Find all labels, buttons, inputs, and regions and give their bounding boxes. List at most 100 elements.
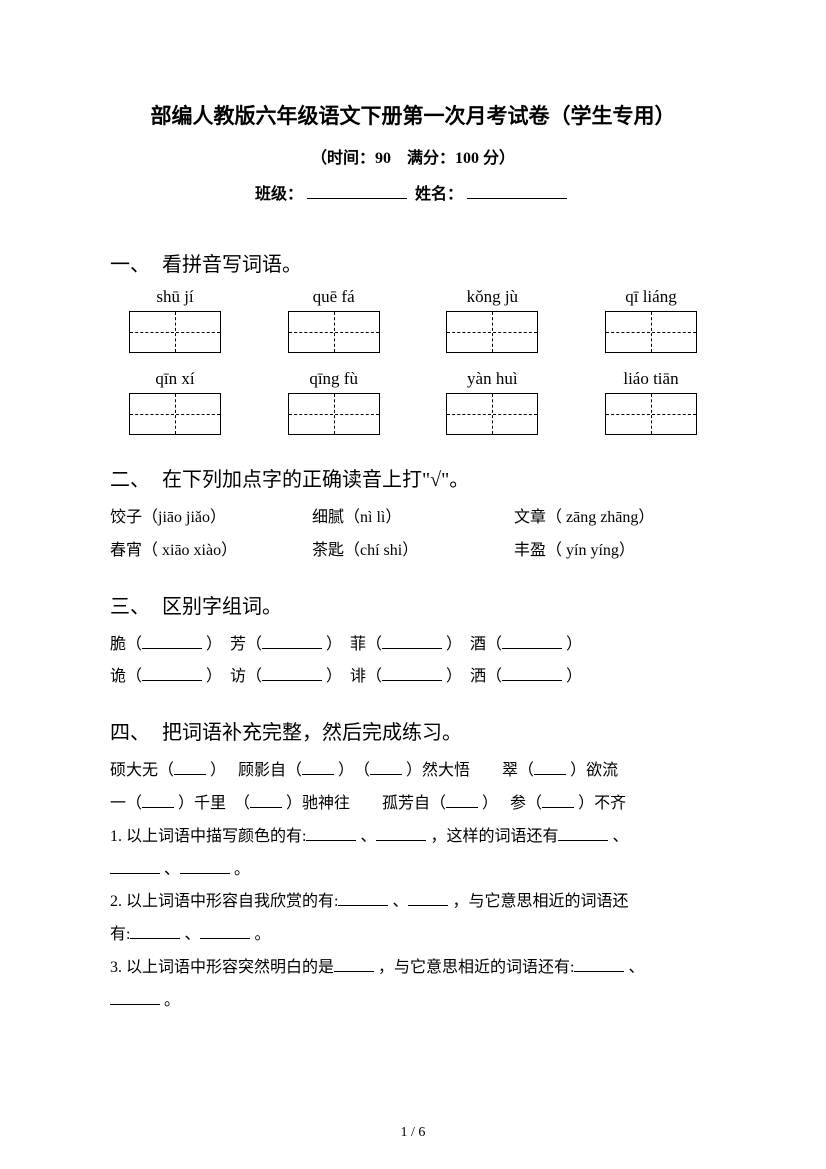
pinyin-label: yàn huì xyxy=(427,369,557,389)
q3-row: 脆（ ） 芳（ ） 菲（ ） 酒（ ） xyxy=(110,629,716,662)
answer-blank[interactable] xyxy=(110,858,160,873)
q4-text: 2. 以上词语中形容自我欣赏的有: xyxy=(110,893,338,910)
write-box[interactable] xyxy=(446,311,538,353)
write-box[interactable] xyxy=(446,393,538,435)
q3-text: ） 洒（ xyxy=(446,668,502,685)
q4-text: ）千里 （ xyxy=(178,795,250,812)
pinyin-label: liáo tiān xyxy=(586,369,716,389)
pinyin-item: kǒng jù xyxy=(427,287,557,353)
q2-row: 饺子（jiāo jiǎo） 细腻（nì lì） 文章（ zāng zhāng） xyxy=(110,502,716,535)
q4-text: 、 xyxy=(184,926,200,943)
answer-blank[interactable] xyxy=(174,760,206,775)
q4-words-row: 一（ ）千里 （ ）驰神往 孤芳自（ ） 参（ ）不齐 xyxy=(110,788,716,821)
q3-row: 诡（ ） 访（ ） 诽（ ） 洒（ ） xyxy=(110,661,716,694)
answer-blank[interactable] xyxy=(142,633,202,648)
answer-blank[interactable] xyxy=(574,957,624,972)
class-label: 班级： xyxy=(255,186,303,203)
answer-blank[interactable] xyxy=(130,924,180,939)
answer-blank[interactable] xyxy=(382,633,442,648)
write-box[interactable] xyxy=(129,311,221,353)
answer-blank[interactable] xyxy=(250,793,282,808)
answer-blank[interactable] xyxy=(408,891,448,906)
q4-text: 、 xyxy=(392,893,408,910)
pinyin-row-2: qīn xí qīng fù yàn huì liáo tiān xyxy=(110,369,716,435)
write-box[interactable] xyxy=(288,393,380,435)
q3-text: ） 访（ xyxy=(206,668,262,685)
answer-blank[interactable] xyxy=(180,858,230,873)
pinyin-row-1: shū jí quē fá kǒng jù qī liáng xyxy=(110,287,716,353)
q4-text: 硕大无（ xyxy=(110,762,174,779)
pinyin-item: qīn xí xyxy=(110,369,240,435)
pinyin-label: qīn xí xyxy=(110,369,240,389)
q4-line: 3. 以上词语中形容突然明白的是 ，与它意思相近的词语还有: 、 xyxy=(110,952,716,985)
q4-text: ）欲流 xyxy=(570,762,618,779)
page-title: 部编人教版六年级语文下册第一次月考试卷（学生专用） xyxy=(110,100,716,130)
page-footer: 1 / 6 xyxy=(0,1125,826,1141)
section-3-title: 区别字组词。 xyxy=(162,596,282,618)
q3-text: ） 芳（ xyxy=(206,636,262,653)
q4-text: 。 xyxy=(254,926,270,943)
write-box[interactable] xyxy=(605,393,697,435)
answer-blank[interactable] xyxy=(306,825,356,840)
q2-row: 春宵（ xiāo xiào） 茶匙（chí shi） 丰盈（ yín yíng） xyxy=(110,535,716,568)
q2-item: 文章（ zāng zhāng） xyxy=(514,502,716,535)
answer-blank[interactable] xyxy=(370,760,402,775)
q3-text: ） 菲（ xyxy=(326,636,382,653)
q4-text: 、 xyxy=(612,828,628,845)
section-3-heading: 三、区别字组词。 xyxy=(110,590,716,619)
answer-blank[interactable] xyxy=(200,924,250,939)
q4-text: 3. 以上词语中形容突然明白的是 xyxy=(110,959,334,976)
q2-item: 丰盈（ yín yíng） xyxy=(514,535,716,568)
pinyin-item: yàn huì xyxy=(427,369,557,435)
q4-text: ） 顾影自（ xyxy=(210,762,302,779)
section-1-num: 一、 xyxy=(110,254,150,276)
q2-item: 饺子（jiāo jiǎo） xyxy=(110,502,312,535)
answer-blank[interactable] xyxy=(142,793,174,808)
answer-blank[interactable] xyxy=(262,633,322,648)
q2-item: 春宵（ xiāo xiào） xyxy=(110,535,312,568)
answer-blank[interactable] xyxy=(376,825,426,840)
pinyin-label: shū jí xyxy=(110,287,240,307)
q4-text: 。 xyxy=(164,992,180,1009)
section-1-title: 看拼音写词语。 xyxy=(162,254,302,276)
class-blank[interactable] xyxy=(307,184,407,199)
answer-blank[interactable] xyxy=(534,760,566,775)
answer-blank[interactable] xyxy=(502,633,562,648)
section-3-body: 脆（ ） 芳（ ） 菲（ ） 酒（ ） 诡（ ） 访（ ） 诽（ ） 洒（ ） xyxy=(110,629,716,695)
q4-text: 一（ xyxy=(110,795,142,812)
q3-text: ） 酒（ xyxy=(446,636,502,653)
section-2-body: 饺子（jiāo jiǎo） 细腻（nì lì） 文章（ zāng zhāng） … xyxy=(110,502,716,568)
answer-blank[interactable] xyxy=(262,666,322,681)
pinyin-label: quē fá xyxy=(269,287,399,307)
q4-text: ，与它意思相近的词语还 xyxy=(452,893,628,910)
answer-blank[interactable] xyxy=(302,760,334,775)
q3-text: 脆（ xyxy=(110,636,142,653)
name-blank[interactable] xyxy=(467,184,567,199)
answer-blank[interactable] xyxy=(542,793,574,808)
section-2-num: 二、 xyxy=(110,469,150,491)
answer-blank[interactable] xyxy=(338,891,388,906)
answer-blank[interactable] xyxy=(110,989,160,1004)
q4-text: 、 xyxy=(360,828,376,845)
pinyin-item: quē fá xyxy=(269,287,399,353)
exam-page: 部编人教版六年级语文下册第一次月考试卷（学生专用） （时间：90 满分：100 … xyxy=(0,0,826,1169)
section-4-heading: 四、把词语补充完整，然后完成练习。 xyxy=(110,716,716,745)
section-4-num: 四、 xyxy=(110,722,150,744)
answer-blank[interactable] xyxy=(142,666,202,681)
answer-blank[interactable] xyxy=(502,666,562,681)
write-box[interactable] xyxy=(129,393,221,435)
q4-text: 、 xyxy=(164,861,180,878)
q4-line: 有: 、 。 xyxy=(110,919,716,952)
answer-blank[interactable] xyxy=(446,793,478,808)
q2-item: 茶匙（chí shi） xyxy=(312,535,514,568)
q4-text: ，与它意思相近的词语还有: xyxy=(378,959,574,976)
write-box[interactable] xyxy=(288,311,380,353)
answer-blank[interactable] xyxy=(382,666,442,681)
q4-line: 1. 以上词语中描写颜色的有: 、 ，这样的词语还有 、 xyxy=(110,821,716,854)
answer-blank[interactable] xyxy=(334,957,374,972)
q4-text: ，这样的词语还有 xyxy=(430,828,558,845)
write-box[interactable] xyxy=(605,311,697,353)
name-label: 姓名： xyxy=(415,186,463,203)
answer-blank[interactable] xyxy=(558,825,608,840)
q4-text: 1. 以上词语中描写颜色的有: xyxy=(110,828,306,845)
